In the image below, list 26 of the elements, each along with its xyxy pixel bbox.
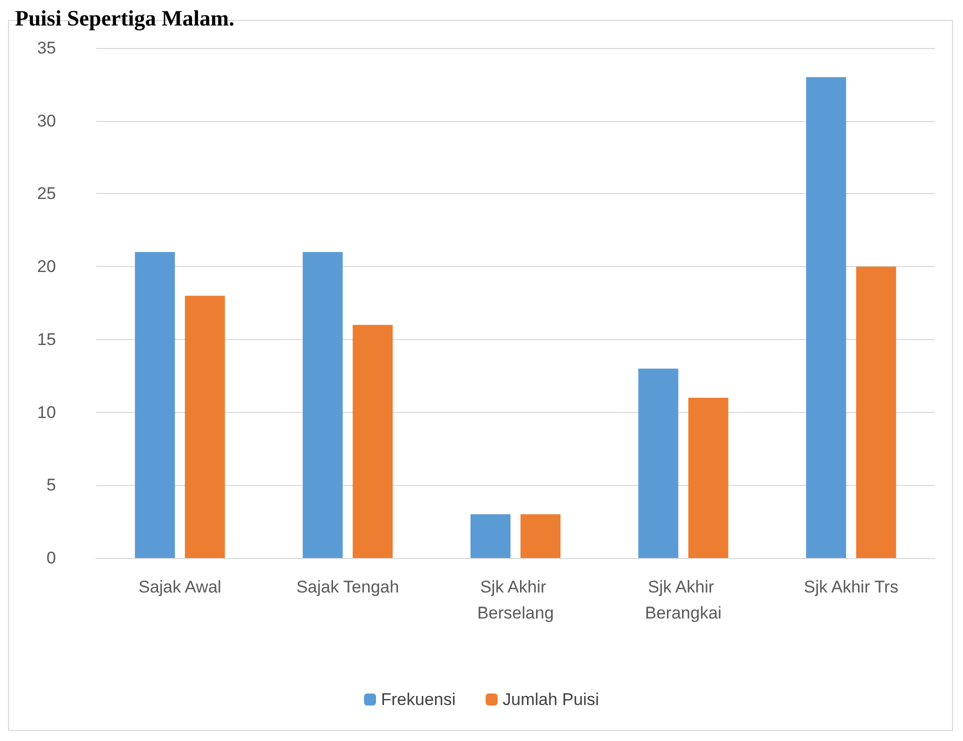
bar	[352, 324, 393, 558]
bar	[134, 252, 175, 558]
x-tick-label: Sjk Akhir Trs	[804, 578, 898, 596]
bar	[806, 77, 846, 558]
y-tick-label: 0	[46, 548, 56, 568]
legend-label: Jumlah Puisi	[502, 690, 600, 709]
y-tick-label: 5	[46, 476, 56, 495]
bar	[470, 514, 510, 558]
bar	[184, 296, 225, 558]
y-tick-label: 35	[37, 38, 56, 58]
y-tick-label: 25	[37, 184, 56, 204]
y-tick-label: 30	[37, 111, 56, 130]
bar	[638, 368, 678, 558]
legend-label: Frekuensi	[380, 690, 456, 709]
bar	[856, 266, 896, 558]
bar	[520, 514, 560, 558]
y-tick-label: 15	[37, 330, 56, 349]
x-tick-label: Sajak Awal	[138, 578, 222, 596]
x-tick-label: Sjk Akhir Berangkai	[645, 578, 722, 622]
x-tick-label: Sjk Akhir Berselang	[477, 578, 554, 622]
bar	[302, 252, 343, 558]
bar	[688, 398, 728, 558]
y-tick-label: 10	[37, 402, 56, 422]
x-tick-label: Sajak Tengah	[296, 578, 400, 596]
chart-title: Puisi Sepertiga Malam.	[15, 6, 234, 30]
y-tick-label: 20	[37, 257, 56, 276]
